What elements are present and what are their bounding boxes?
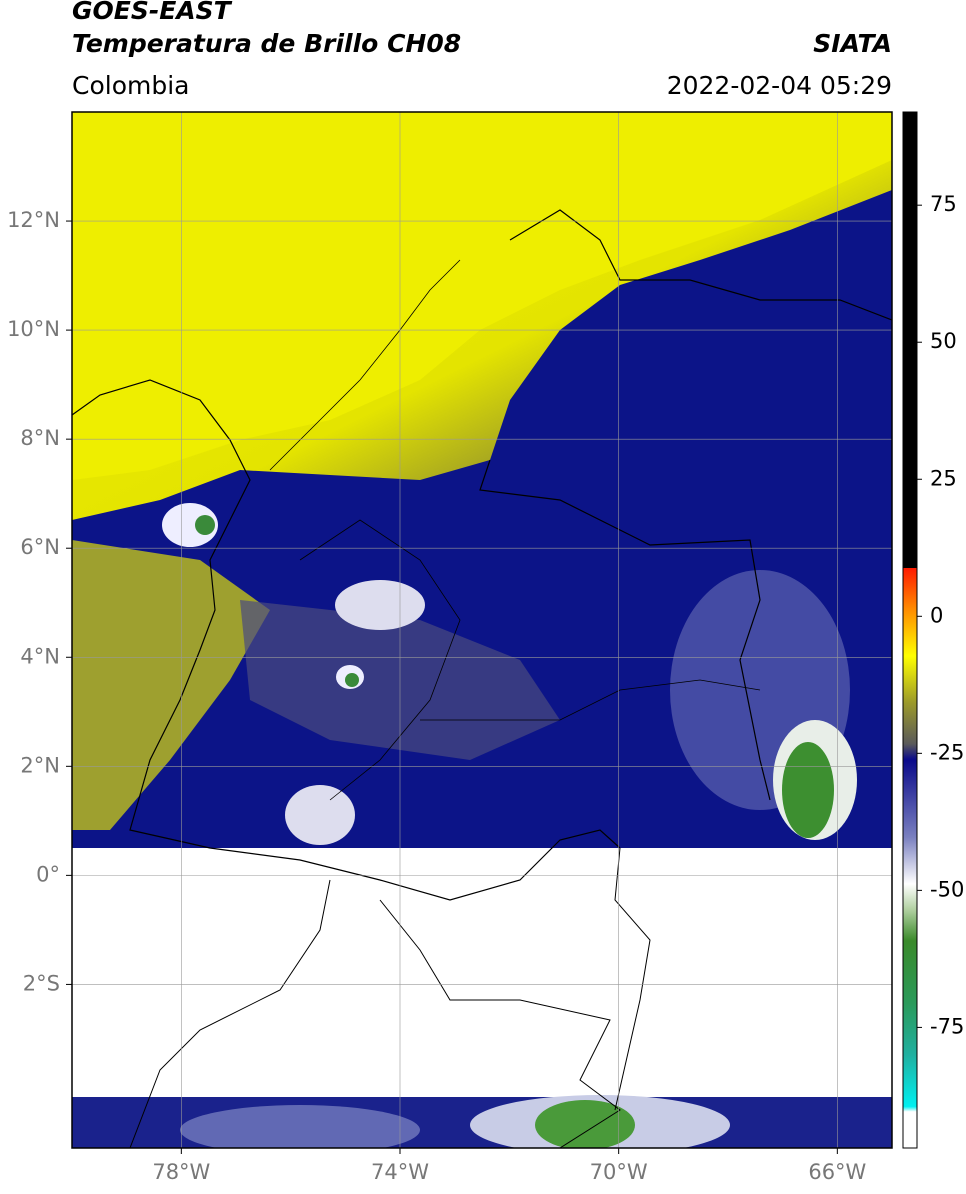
x-tick-label: 66°W <box>808 1160 866 1184</box>
colorbar-tick-label: 0 <box>930 603 943 627</box>
x-tick-label: 78°W <box>152 1160 210 1184</box>
title: GOES-EAST <box>72 0 233 25</box>
y-tick-label: 2°S <box>23 971 60 995</box>
y-tick-label: 10°N <box>7 317 60 341</box>
x-tick-label: 74°W <box>371 1160 429 1184</box>
y-tick-label: 12°N <box>7 208 60 232</box>
colorbar-tick-label: -25 <box>930 740 964 764</box>
satellite-image <box>72 112 892 1148</box>
y-tick-label: 6°N <box>20 535 60 559</box>
map-frame <box>71 111 893 1149</box>
y-tick-label: 2°N <box>20 753 60 777</box>
x-tick-label: 70°W <box>590 1160 648 1184</box>
colorbar-tick-label: -50 <box>930 877 964 901</box>
colorbar <box>902 111 918 1149</box>
colorbar-tick-label: 75 <box>930 192 957 216</box>
region: Colombia <box>72 71 189 100</box>
y-tick-label: 4°N <box>20 644 60 668</box>
subtitle: Temperatura de Brillo CH08 <box>72 29 461 58</box>
colorbar-tick-label: -75 <box>930 1014 964 1038</box>
colorbar-tick-label: 50 <box>930 329 957 353</box>
grid <box>72 112 892 1148</box>
colorbar-tick-label: 25 <box>930 466 957 490</box>
y-tick-label: 8°N <box>20 426 60 450</box>
datetime: 2022-02-04 05:29 <box>667 71 892 100</box>
source: SIATA <box>813 29 892 58</box>
y-tick-label: 0° <box>36 862 60 886</box>
